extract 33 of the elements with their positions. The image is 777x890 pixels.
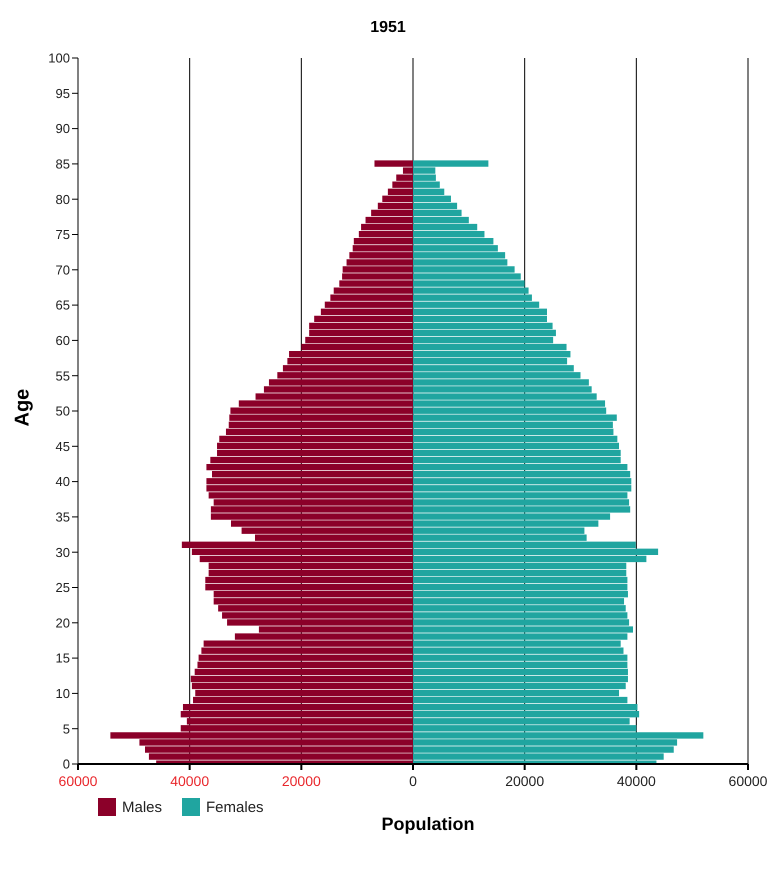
y-tick-label: 45 bbox=[56, 438, 70, 454]
x-tick-label: 20000 bbox=[282, 773, 322, 789]
y-tick-label: 5 bbox=[62, 721, 70, 736]
y-tick-label: 0 bbox=[62, 756, 70, 772]
x-tick-label: 0 bbox=[409, 773, 418, 789]
y-tick-label: 85 bbox=[56, 156, 70, 172]
x-tick-label: 60000 bbox=[58, 773, 98, 789]
y-tick-label: 100 bbox=[48, 50, 70, 66]
y-tick-label: 15 bbox=[56, 650, 70, 666]
y-tick-label: 90 bbox=[56, 121, 70, 136]
legend-label: Males bbox=[122, 798, 162, 816]
chart-title: 1951 bbox=[369, 18, 407, 38]
y-tick-label: 25 bbox=[56, 580, 70, 596]
y-tick-label: 80 bbox=[56, 192, 70, 207]
y-tick-label: 75 bbox=[56, 227, 70, 242]
x-tick-label: 20000 bbox=[505, 773, 544, 789]
x-tick-label: 40000 bbox=[616, 773, 656, 789]
y-tick-label: 35 bbox=[56, 510, 70, 525]
x-axis-title: Population bbox=[380, 814, 476, 835]
y-tick-label: 55 bbox=[56, 368, 70, 384]
x-tick-label: 40000 bbox=[170, 773, 210, 789]
y-tick-label: 20 bbox=[56, 615, 70, 630]
y-tick-label: 50 bbox=[56, 404, 70, 419]
y-tick-label: 65 bbox=[56, 298, 70, 313]
y-tick-label: 30 bbox=[56, 544, 70, 560]
y-tick-label: 40 bbox=[56, 474, 70, 490]
y-tick-label: 60 bbox=[56, 333, 70, 348]
legend-label: Females bbox=[206, 798, 264, 816]
y-tick-label: 10 bbox=[56, 686, 70, 702]
y-axis-title: Age bbox=[12, 388, 34, 426]
y-tick-label: 95 bbox=[56, 86, 70, 101]
y-tick-label: 70 bbox=[56, 262, 70, 278]
x-tick-label: 60000 bbox=[728, 773, 768, 789]
